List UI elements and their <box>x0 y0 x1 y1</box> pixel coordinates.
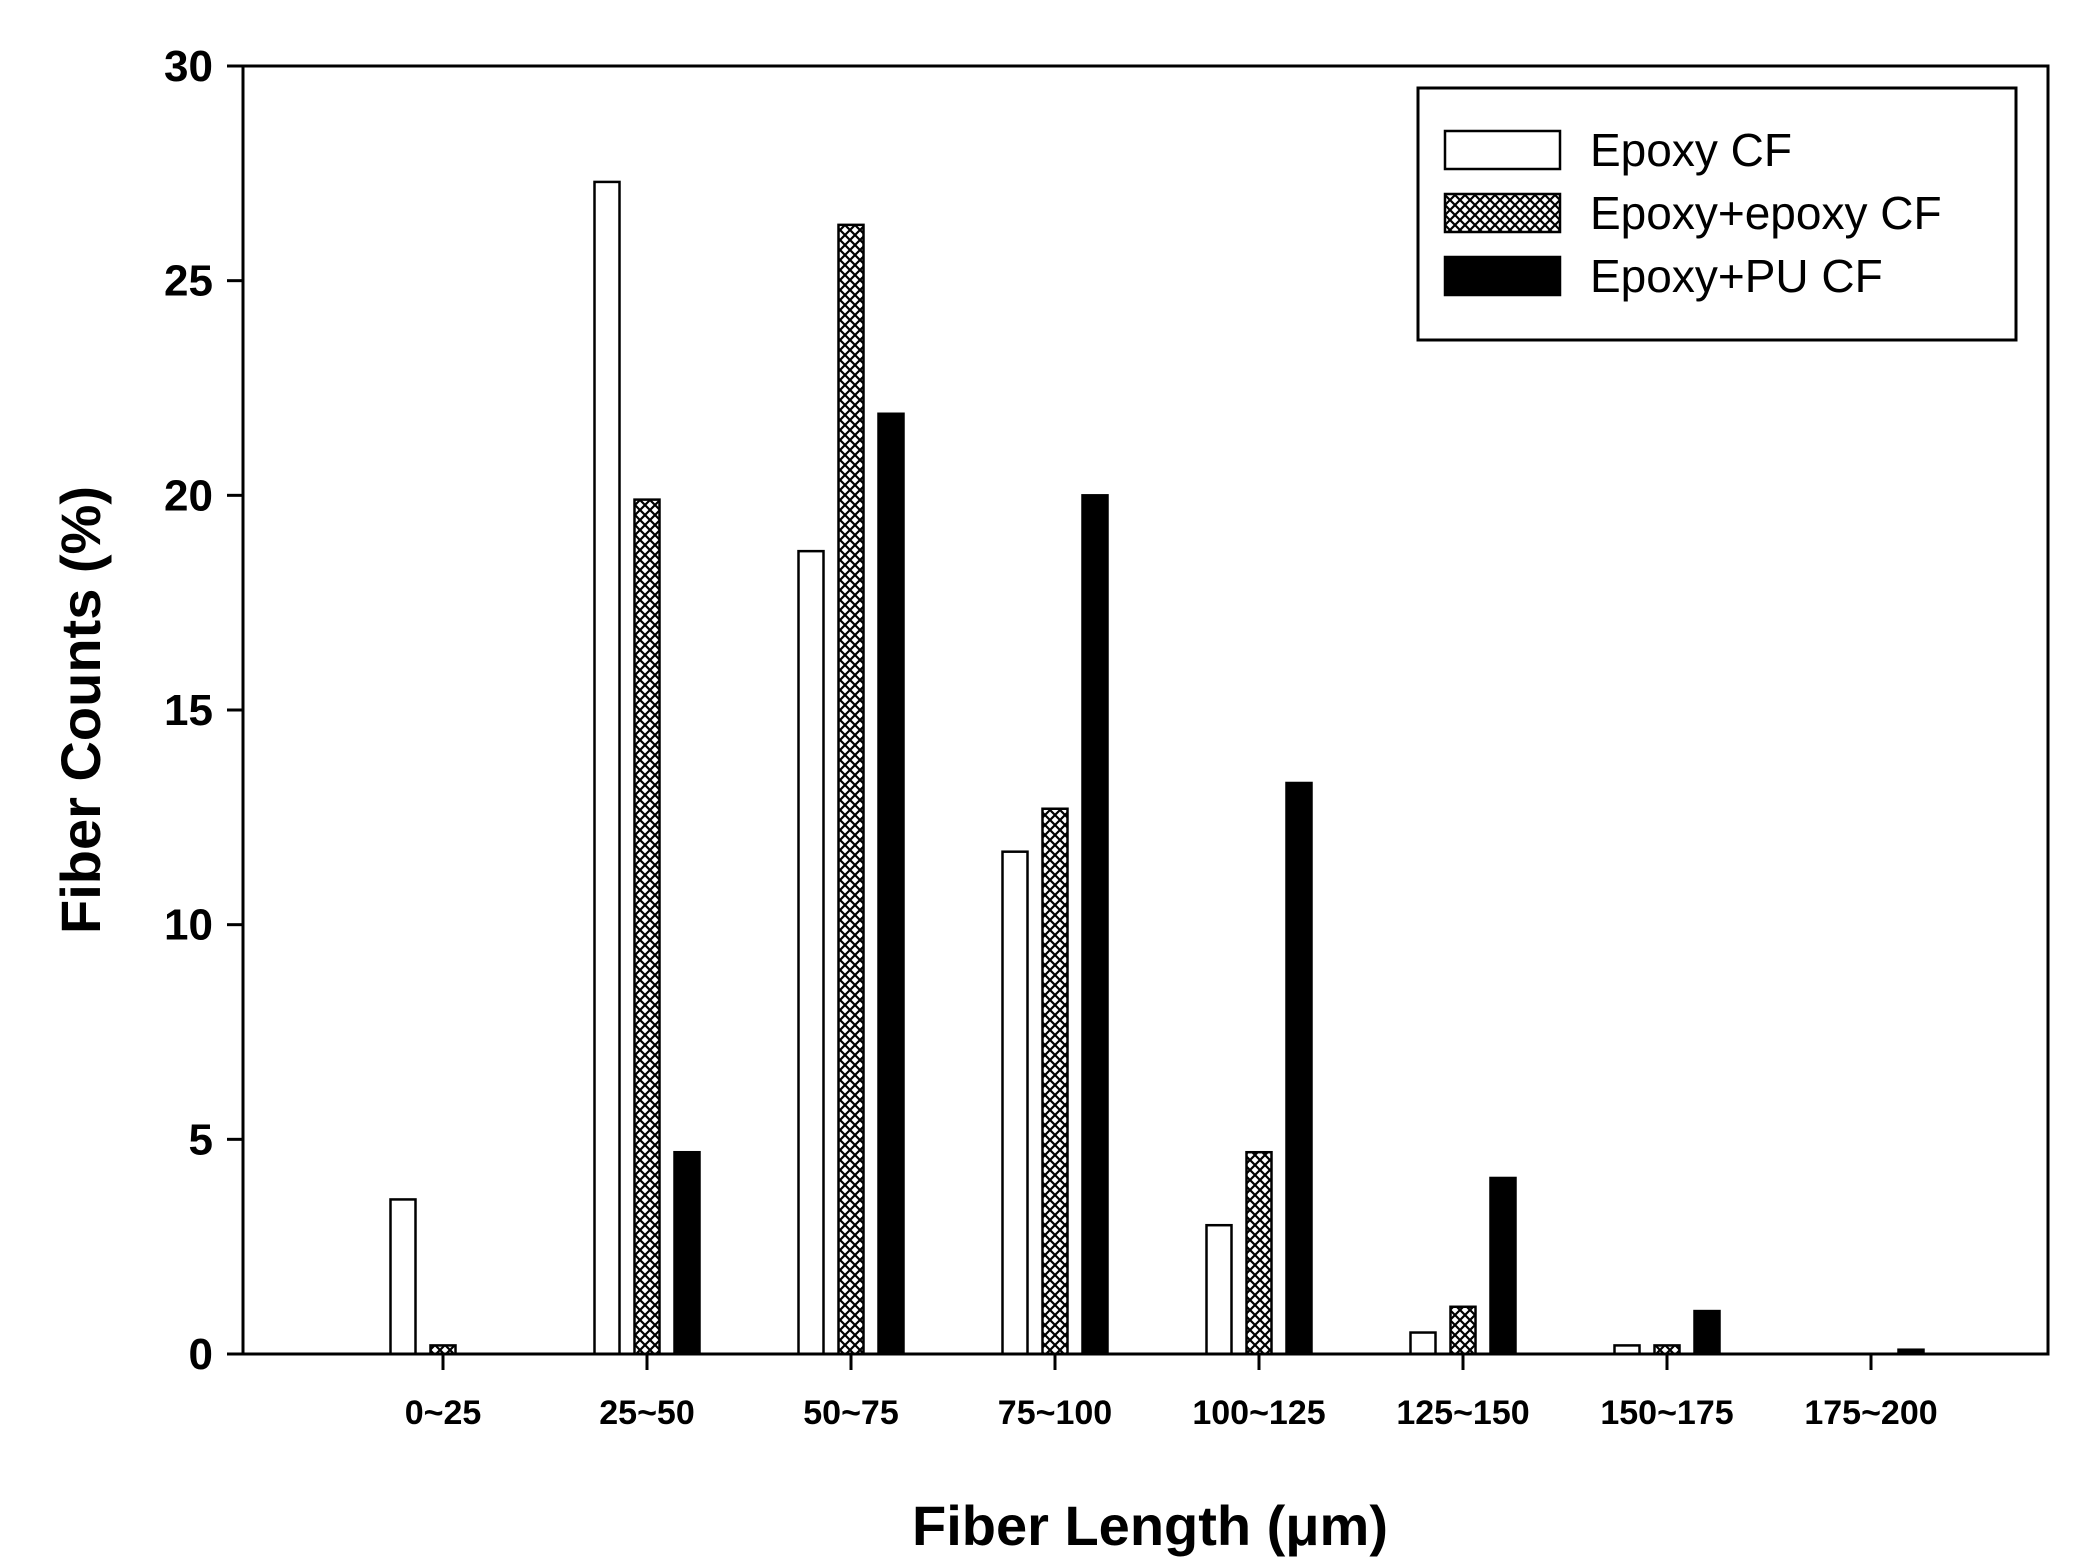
x-axis: 0~25 25~50 50~75 75~100 100~125 125~150 150~17… <box>405 1354 1938 1432</box>
bar-2 <box>1041 807 1069 1356</box>
x-tick-label: 175~200 <box>1804 1394 1937 1432</box>
x-tick-label: 50~75 <box>803 1394 899 1432</box>
x-tick-label: 125~150 <box>1396 1394 1529 1432</box>
legend-swatch <box>1443 255 1562 297</box>
bar-3 <box>877 412 905 1356</box>
y-tick-label: 30 <box>164 42 213 91</box>
legend-items: Epoxy CF Epoxy+epoxy CF Epoxy+PU CF <box>1443 124 1942 302</box>
x-axis-title: Fiber Length (μm) <box>912 1494 1388 1557</box>
y-axis: 0 5 10 15 20 25 30 <box>164 42 243 1379</box>
bar-3 <box>1081 494 1109 1356</box>
legend-label: Epoxy+PU CF <box>1590 250 1883 302</box>
bar-1 <box>593 180 621 1356</box>
bar-3 <box>1489 1176 1517 1356</box>
bar-1 <box>1409 1331 1437 1356</box>
y-tick-label: 0 <box>189 1330 213 1379</box>
legend-label: Epoxy+epoxy CF <box>1590 187 1942 239</box>
y-tick-label: 15 <box>164 686 213 735</box>
y-tick-label: 5 <box>189 1115 213 1164</box>
bar-3 <box>1285 781 1313 1356</box>
bar-2 <box>633 498 661 1356</box>
legend-label: Epoxy CF <box>1590 124 1792 176</box>
legend: Epoxy CF Epoxy+epoxy CF Epoxy+PU CF <box>1416 86 2018 342</box>
y-tick-label: 25 <box>164 257 213 306</box>
legend-swatch <box>1443 192 1562 234</box>
x-tick-label: 25~50 <box>599 1394 695 1432</box>
bar-3 <box>673 1150 701 1356</box>
x-tick-label: 100~125 <box>1192 1394 1325 1432</box>
bars-layer <box>389 180 1925 1356</box>
y-tick-label: 10 <box>164 901 213 950</box>
y-axis-title: Fiber Counts (%) <box>49 486 112 934</box>
y-tick-label: 20 <box>164 471 213 520</box>
legend-swatch <box>1443 129 1562 171</box>
bar-2 <box>1245 1150 1273 1356</box>
x-tick-label: 0~25 <box>405 1394 482 1432</box>
bar-2 <box>837 223 865 1356</box>
bar-1 <box>797 549 825 1356</box>
bar-1 <box>1205 1223 1233 1356</box>
x-tick-label: 75~100 <box>998 1394 1112 1432</box>
bar-2 <box>1449 1305 1477 1356</box>
bar-1 <box>389 1198 417 1356</box>
bar-1 <box>1001 850 1029 1356</box>
x-tick-label: 150~175 <box>1600 1394 1733 1432</box>
bar-3 <box>1693 1309 1721 1356</box>
